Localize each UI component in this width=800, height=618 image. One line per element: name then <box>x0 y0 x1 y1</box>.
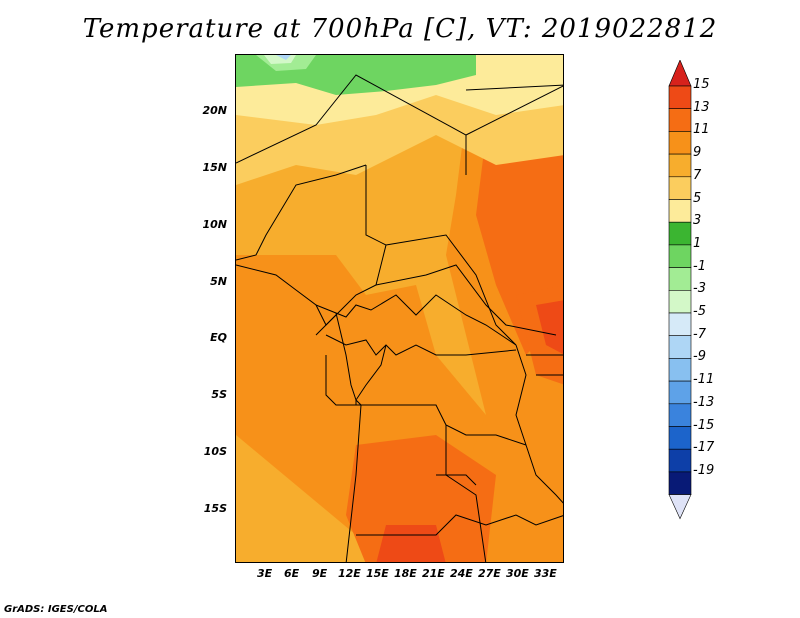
colorbar-segment <box>668 221 692 246</box>
lat-label: EQ <box>210 331 227 344</box>
colorbar-level-label: 5 <box>693 190 702 206</box>
colorbar-level-label: 7 <box>693 167 702 183</box>
colorbar-segment <box>668 312 692 337</box>
colorbar-segment <box>668 153 692 178</box>
credit-label: GrADS: IGES/COLA <box>4 604 108 615</box>
colorbar-segment <box>668 131 692 155</box>
colorbar-level-label: -5 <box>693 304 706 319</box>
colorbar-level-label: -13 <box>693 394 715 410</box>
colorbar-segment <box>668 471 692 495</box>
colorbar-segment <box>668 426 692 450</box>
colorbar-segment <box>668 176 692 200</box>
lon-label: 15E <box>366 567 389 580</box>
colorbar-segment <box>668 199 692 223</box>
colorbar-segment <box>668 244 692 268</box>
lat-label: 15S <box>203 502 227 515</box>
map-field <box>236 55 563 562</box>
map-title: Temperature at 700hPa [C], VT: 201902281… <box>82 14 718 44</box>
colorbar-level-label: 11 <box>693 122 710 138</box>
lon-label: 27E <box>478 567 501 580</box>
colorbar-level-label: 15 <box>693 77 710 92</box>
colorbar-level-label: -11 <box>693 372 715 388</box>
lat-label: 10S <box>203 445 227 458</box>
colorbar-level-label: -17 <box>693 440 715 456</box>
lon-label: 3E <box>257 567 273 580</box>
colorbar-level-label: -15 <box>693 417 715 433</box>
lon-label: 30E <box>506 567 529 580</box>
lon-label: 12E <box>338 567 361 580</box>
colorbar-level-label: 3 <box>693 213 702 229</box>
lon-label: 33E <box>534 567 557 580</box>
lon-label: 6E <box>284 567 300 580</box>
lat-label: 10N <box>202 218 227 231</box>
colorbar-segment <box>668 267 692 291</box>
colorbar-level-label: -7 <box>693 326 706 342</box>
colorbar-segment <box>668 85 692 110</box>
colorbar-level-label: -3 <box>693 281 706 297</box>
lon-label: 18E <box>394 567 417 580</box>
colorbar-level-label: 9 <box>693 145 702 161</box>
colorbar-bottom-arrow <box>668 494 692 520</box>
colorbar-segment <box>668 108 692 132</box>
colorbar-segment <box>668 335 692 359</box>
lon-label: 9E <box>312 567 328 580</box>
colorbar-segment <box>668 358 692 382</box>
colorbar-level-label: -1 <box>693 258 706 274</box>
temperature-map <box>235 54 564 563</box>
lat-label: 15N <box>202 161 227 174</box>
lat-label: 5N <box>210 275 227 288</box>
lon-label: 24E <box>450 567 473 580</box>
colorbar-segment <box>668 448 692 473</box>
colorbar-segment <box>668 403 692 427</box>
colorbar-top-arrow <box>668 60 692 87</box>
lon-label: 21E <box>422 567 445 580</box>
colorbar-level-label: -19 <box>693 462 715 478</box>
lat-label: 20N <box>202 104 227 117</box>
colorbar-level-label: 1 <box>693 235 702 251</box>
colorbar-segment <box>668 380 692 405</box>
colorbar-level-label: 13 <box>693 99 710 115</box>
lat-label: 5S <box>211 388 227 401</box>
colorbar <box>668 60 692 520</box>
colorbar-level-label: -9 <box>693 349 706 365</box>
colorbar-segment <box>668 290 692 314</box>
